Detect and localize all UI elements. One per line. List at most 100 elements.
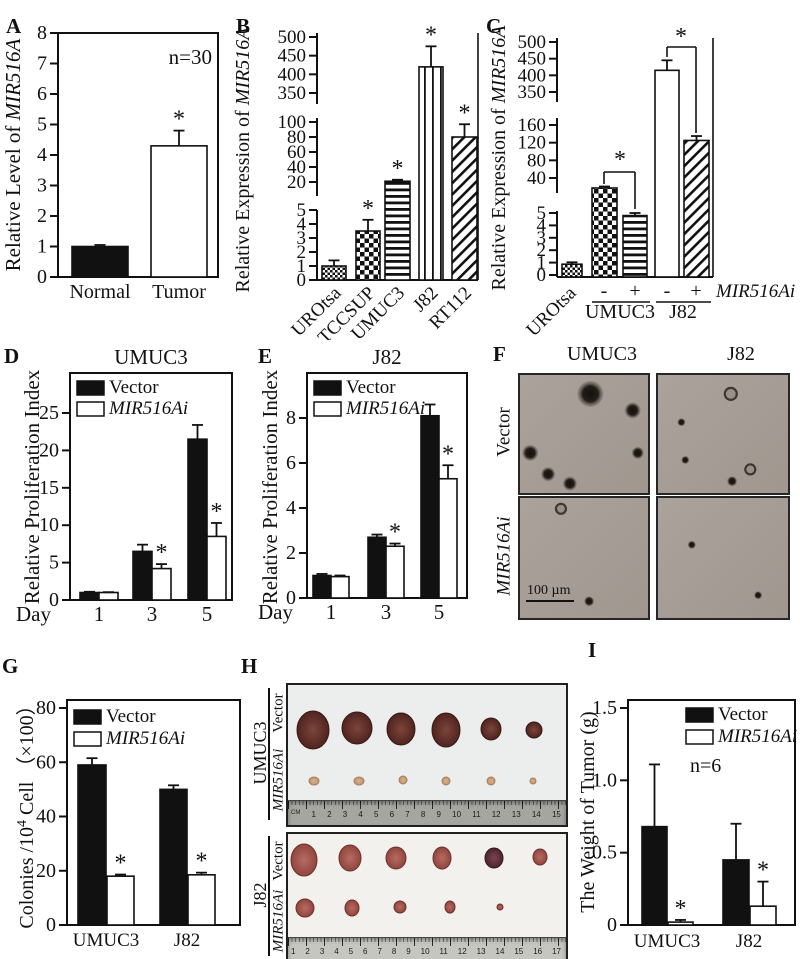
legend-label: Vector — [109, 377, 159, 398]
ruler-number: 1 — [311, 810, 316, 819]
significance-star: * — [211, 499, 223, 525]
colony-image-vector-j82 — [656, 373, 790, 495]
colony-image-mir516ai-umuc3: 100 µm — [518, 496, 650, 620]
y-tick-label: 80 — [527, 150, 546, 171]
y-tick-label: 20 — [39, 439, 59, 461]
x-category-label: 3 — [147, 602, 158, 626]
bar — [206, 535, 227, 601]
ruler-number: 4 — [358, 810, 363, 819]
y-tick-label: 20 — [287, 172, 306, 193]
significance-star: * — [392, 156, 404, 182]
y-tick-label: 3 — [537, 228, 547, 249]
ruler-number: 12 — [491, 810, 501, 819]
ruler-number: 12 — [457, 947, 467, 956]
panel-f-label: F — [493, 342, 506, 366]
bar — [654, 69, 680, 278]
panel-a-label: A — [6, 14, 22, 38]
panel-b-label: B — [236, 14, 251, 38]
y-axis-label: Relative Level of MIR516A — [1, 38, 25, 271]
ruler-number: 11 — [472, 810, 481, 819]
significance-star: * — [196, 849, 208, 875]
x-group-label: J82 — [669, 301, 697, 323]
tumor — [532, 848, 548, 866]
tumor — [295, 898, 315, 918]
tumor — [341, 711, 373, 745]
ruler-number: 15 — [514, 947, 524, 956]
panel-h-label: H — [241, 654, 258, 678]
mir516ai-axis-label: MIR516Ai — [715, 281, 795, 302]
bar — [722, 859, 750, 926]
ruler-number: 1 — [291, 947, 296, 956]
bar — [187, 874, 216, 926]
y-tick-label: 0 — [607, 914, 617, 936]
bar — [420, 414, 440, 599]
bar — [71, 245, 129, 278]
y-tick-label: 80 — [287, 127, 306, 148]
x-category-label: 5 — [434, 600, 445, 624]
significance-star: * — [362, 196, 374, 222]
legend-swatch — [73, 731, 102, 747]
ruler-number: 13 — [476, 947, 486, 956]
ruler-ticks — [288, 800, 566, 809]
y-tick-label: 80 — [36, 697, 56, 719]
panel-a-chart: 0 1 2 3 4 5 6 7 8 * Normal Tumor n=30 Relative Level … — [1, 22, 219, 303]
ruler-number: 8 — [420, 810, 426, 819]
chart-title: UMUC3 — [114, 345, 188, 369]
ruler-number: 15 — [551, 810, 561, 819]
y-tick-label: 3 — [37, 175, 47, 197]
bar — [683, 139, 710, 278]
tumor — [290, 843, 318, 877]
panel-d-label: D — [4, 344, 20, 368]
scale-bar-label: 100 µm — [527, 582, 571, 598]
ruler-number: 7 — [377, 947, 382, 956]
tumor — [393, 900, 407, 914]
legend-swatch — [313, 401, 342, 417]
legend-swatch — [685, 729, 714, 745]
significance-star: * — [675, 24, 687, 50]
colony-spot — [631, 446, 644, 459]
ruler-number: 3 — [319, 947, 325, 956]
ruler-number: 2 — [327, 810, 332, 819]
y-tick-label: 3 — [297, 228, 307, 249]
x-sign-label: + — [690, 280, 701, 302]
x-category-label: J82 — [174, 930, 200, 951]
bar — [367, 536, 387, 599]
panel-h-row-label-j82-mir516ai: MIR516Ai — [270, 889, 287, 953]
y-tick-label: 5 — [49, 552, 59, 574]
bar — [385, 545, 405, 599]
ruler-number: 14 — [495, 947, 505, 956]
ruler-number: 10 — [452, 810, 462, 819]
colony-spot — [687, 540, 696, 549]
ruler-number: 17 — [552, 947, 561, 956]
panel-h-row-label-umuc3-mir516ai: MIR516Ai — [270, 748, 287, 812]
y-axis-label: Relative Expression of MIR516A — [232, 27, 254, 293]
y-tick-label: 120 — [518, 133, 547, 154]
legend-label: MIR516Ai — [345, 398, 425, 419]
ruler-number: 4 — [334, 947, 339, 956]
y-tick-label: 8 — [286, 407, 296, 429]
ruler: 1 2 3 4 5 6 7 8 9 10 11 12 13 14 15 16 17 — [288, 937, 566, 959]
y-tick-label: 7 — [37, 53, 47, 75]
colony-spot — [541, 467, 556, 482]
y-tick-label: 2 — [297, 242, 307, 263]
colony-spot — [554, 502, 568, 515]
ruler-number: 2 — [305, 947, 310, 956]
y-tick-label: 400 — [278, 64, 307, 85]
y-tick-label: 4 — [286, 497, 296, 519]
sample-size-annotation: n=30 — [169, 45, 212, 69]
legend-swatch — [313, 380, 342, 396]
sample-size-annotation: n=6 — [690, 755, 721, 777]
panel-f-col-title-umuc3: UMUC3 — [566, 343, 638, 365]
bar — [150, 145, 208, 278]
panel-b-chart: 01234520406080100350400450500****UROtsaT… — [232, 22, 479, 340]
y-tick-label: 25 — [39, 402, 59, 424]
tumor — [386, 712, 416, 746]
y-tick-label: 450 — [518, 49, 547, 70]
y-tick-label: 40 — [36, 806, 56, 828]
panel-c-label: C — [486, 14, 502, 38]
x-axis-prefix: Day — [258, 600, 293, 624]
y-tick-label: 40 — [287, 157, 306, 178]
ruler-number: 3 — [342, 810, 348, 819]
